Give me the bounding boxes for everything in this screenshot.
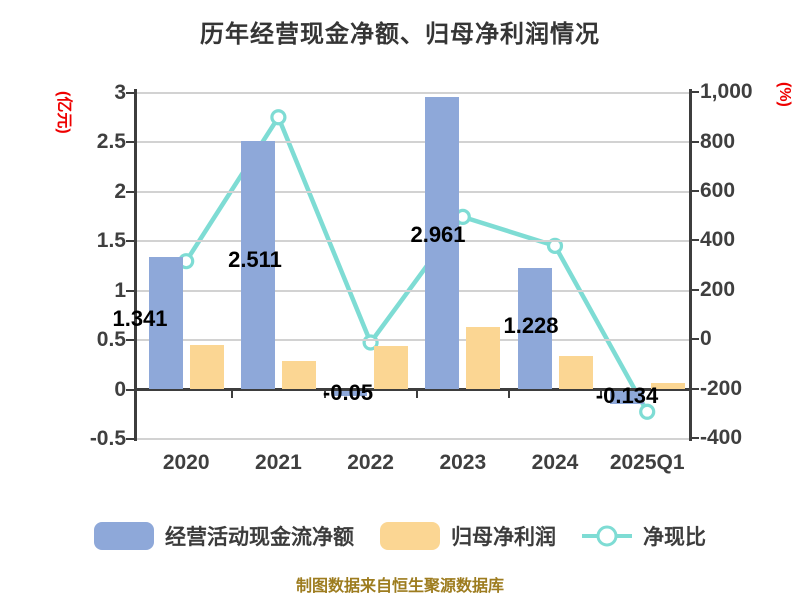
bar-net-profit-2021 [281,360,316,390]
legend: 经营活动现金流净额 归母净利润 净现比 [0,517,800,555]
right-axis-tick [690,91,699,94]
gridline [136,141,690,144]
bar-value-label: -0.134 [595,383,659,408]
right-axis-tick-label: 800 [700,129,736,153]
legend-item-ratio: 净现比 [582,521,706,551]
bar-value-label: 1.341 [112,306,168,331]
x-axis-label: 2025Q1 [609,451,685,474]
right-axis-tick [690,338,699,341]
right-axis-tick-label: 400 [700,228,736,252]
right-axis-tick-label: 0 [700,327,712,351]
bar-net-profit-2025Q1 [650,382,685,390]
x-axis-tick [415,391,418,398]
left-axis-tick [126,289,135,292]
ratio-line-marker-icon [582,525,632,547]
x-axis-label: 2020 [162,451,210,474]
x-axis-label: 2024 [531,451,579,474]
bar-operating-cash-2021 [240,141,275,390]
gridline [136,289,690,292]
right-axis-tick [690,239,699,242]
left-axis-line [134,89,137,441]
left-axis-tick-label: 0.5 [96,328,126,352]
legend-label-ratio: 净现比 [643,526,706,549]
x-axis-tick [231,391,234,398]
data-source-note: 制图数据来自恒生聚源数据库 [295,578,504,595]
gridline [136,437,690,440]
gridline [136,190,690,193]
right-axis-tick [690,140,699,143]
left-axis-tick [126,339,135,342]
left-axis-tick-label: 2.5 [96,130,126,154]
x-axis-tick [600,391,603,398]
bar-operating-cash-2025Q1 [609,391,644,405]
x-axis-label: 2023 [439,451,487,474]
right-axis-tick-label: 1,000 [700,80,753,104]
left-axis-tick [126,388,135,391]
x-axis-label: 2022 [347,451,394,474]
right-axis-tick-label: -400 [700,426,743,450]
right-axis-line [689,89,692,441]
x-axis-tick [507,391,510,398]
bar-net-profit-2020 [189,344,224,390]
x-axis-tick [323,391,326,398]
right-axis-tick-label: -200 [700,376,743,400]
left-axis-tick-label: -0.5 [89,426,126,450]
right-axis-tick-label: 200 [700,277,736,301]
bar-value-label: 1.228 [503,313,559,338]
left-axis-tick-label: 1 [114,278,126,302]
left-axis-tick [126,437,135,440]
bar-value-label: -0.05 [322,380,374,405]
bar-operating-cash-2022 [333,391,368,396]
left-axis-tick [126,190,135,193]
bar-value-label: 2.511 [228,247,282,272]
left-axis-tick-label: 2 [114,179,126,203]
x-axis-line [135,388,692,391]
left-axis-tick-label: 0 [114,377,126,401]
gridline [136,339,690,342]
bar-operating-cash-2023 [425,96,460,390]
gridline [136,240,690,243]
legend-item-operating-cash: 经营活动现金流净额 [94,521,354,551]
bar-net-profit-2024 [558,355,593,390]
bar-operating-cash-2020 [148,256,183,390]
left-axis-tick [126,91,135,94]
chart-title: 历年经营现金净额、归母净利润情况 [200,21,600,48]
x-axis-label: 2021 [255,451,302,474]
operating-cash-swatch-icon [94,522,154,550]
net-profit-swatch-icon [380,522,440,550]
right-axis-tick [690,189,699,192]
bar-value-label: 2.961 [410,222,466,247]
gridline [136,91,690,94]
legend-label-operating-cash: 经营活动现金流净额 [165,526,354,549]
bar-operating-cash-2024 [517,268,552,390]
bar-net-profit-2022 [374,345,409,390]
right-axis-tick-label: 600 [700,178,736,202]
right-axis-tick [690,288,699,291]
left-axis-tick [126,240,135,243]
left-axis-tick-label: 1.5 [96,229,126,253]
right-axis-tick [690,437,699,440]
legend-label-net-profit: 归母净利润 [451,526,556,549]
bar-net-profit-2023 [466,327,501,390]
ratio-marker-2021 [270,109,287,126]
right-axis-unit-label: (%) [776,82,793,107]
legend-item-net-profit: 归母净利润 [380,521,556,551]
left-axis-tick [126,141,135,144]
left-axis-tick-label: 3 [114,80,126,104]
right-axis-tick [690,387,699,390]
